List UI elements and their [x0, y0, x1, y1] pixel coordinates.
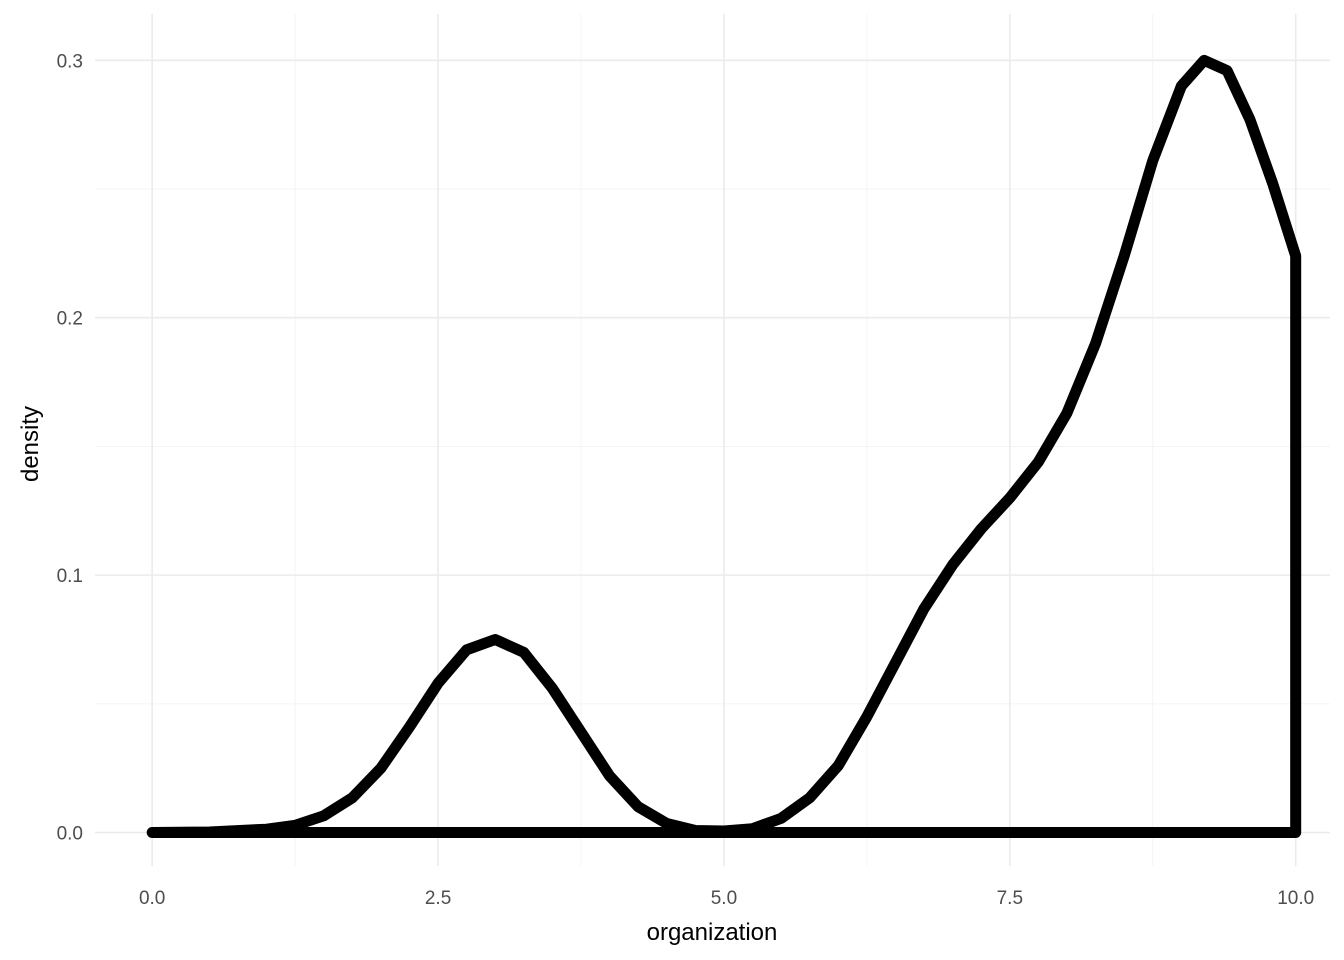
curve-layer [146, 54, 1302, 839]
x-tick-label: 7.5 [997, 888, 1023, 909]
x-tick-label: 0.0 [139, 888, 165, 909]
grid [95, 14, 1330, 866]
y-tick-label: 0.3 [57, 51, 83, 72]
y-tick-label: 0.1 [57, 566, 83, 587]
x-tick-label: 10.0 [1277, 888, 1314, 909]
y-tick-label: 0.2 [57, 309, 83, 330]
y-tick-label: 0.0 [57, 824, 83, 845]
y-axis-title: density [17, 406, 44, 482]
x-axis-ticks: 0.0 2.5 5.0 7.5 10.0 [139, 888, 1314, 909]
y-axis-ticks: 0.0 0.1 0.2 0.3 [57, 51, 83, 844]
density-curve [146, 54, 1302, 839]
x-tick-label: 2.5 [425, 888, 451, 909]
x-axis-title: organization [647, 919, 778, 946]
x-tick-label: 5.0 [711, 888, 737, 909]
